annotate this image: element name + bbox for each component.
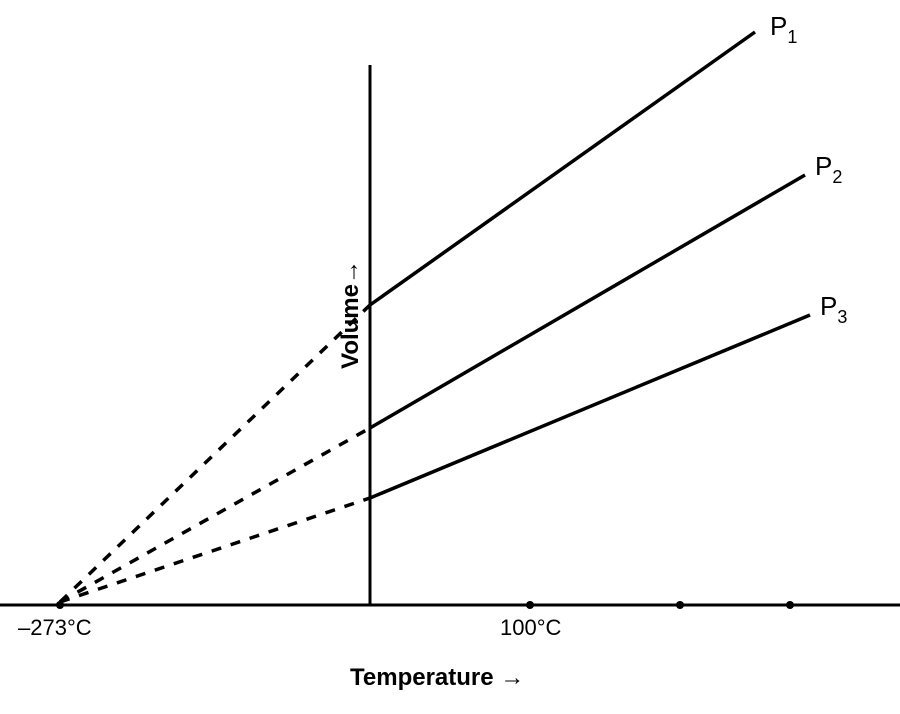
y-axis-label: Volume→	[337, 260, 364, 369]
x-axis-label: Temperature →	[350, 664, 524, 691]
series-line-p1	[370, 32, 755, 305]
series-label-p1: P1	[770, 11, 797, 47]
x-tick-dot	[786, 601, 794, 609]
series-label-p2: P2	[815, 151, 842, 187]
series-dashed-p2	[60, 428, 370, 602]
x-tick-label: –273°C	[18, 615, 92, 640]
series-label-p3: P3	[820, 291, 847, 327]
x-tick-dot	[56, 601, 64, 609]
x-tick-dot	[676, 601, 684, 609]
vt-chart: –273°C 100°C Temperature → Volume→ P1 P2 P3	[0, 0, 900, 714]
series-line-p3	[370, 315, 810, 498]
series-line-p2	[370, 175, 805, 428]
series-dashed-p3	[60, 498, 370, 602]
x-tick-dot	[526, 601, 534, 609]
x-tick-label: 100°C	[500, 615, 562, 640]
